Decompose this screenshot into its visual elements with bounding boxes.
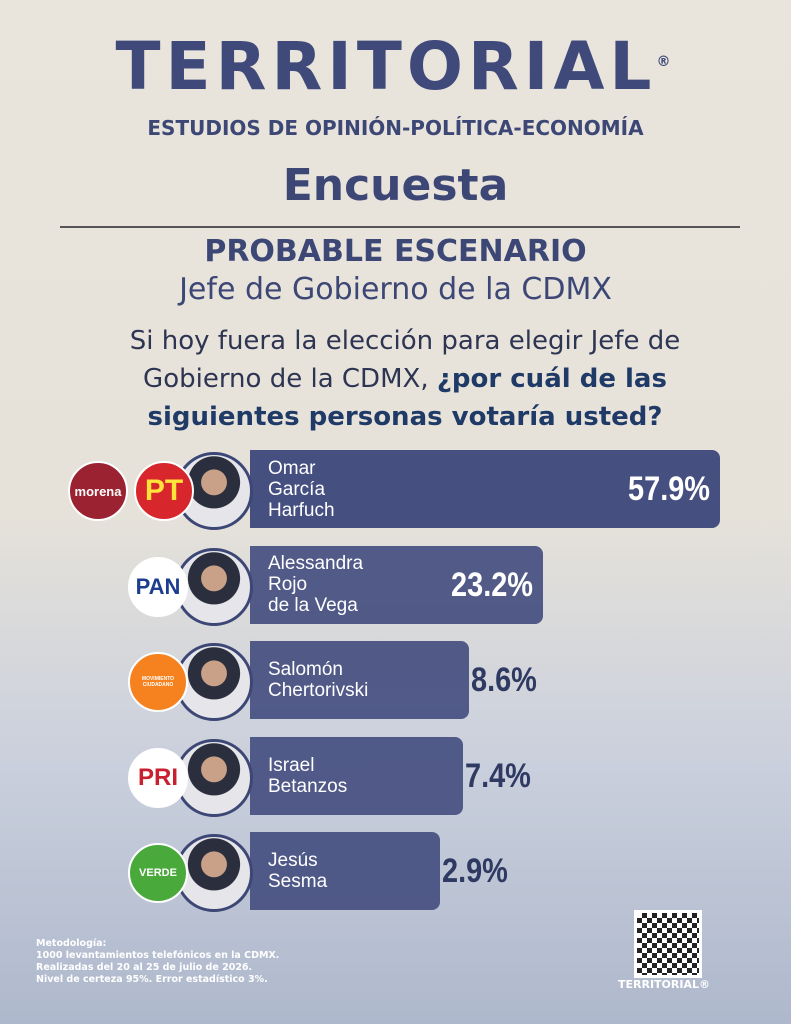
value-label: 7.4% [464,756,531,795]
methodology-line: Nivel de certeza 95%. Error estadístico … [36,974,268,985]
candidate-photo [175,738,253,817]
question: Si hoy fuera la elección para elegir Jef… [70,322,740,436]
bar [250,450,721,528]
divider [60,226,740,228]
party-logo: PT [134,461,194,521]
brand: TERRITORIAL® [0,28,791,105]
tagline: ESTUDIOS DE OPINIÓN-POLÍTICA-ECONOMÍA [147,116,644,140]
value-label: 2.9% [441,852,508,890]
bar [250,832,440,910]
qr-brand: TERRITORIAL® [618,978,710,991]
candidate-name: Salomón Chertorivski [268,659,369,701]
bar [250,545,544,624]
methodology: Metodología: 1000 levantamientos telefón… [36,938,279,986]
party-logo: PRI [128,747,188,808]
party-logo: PAN [128,556,188,617]
bar [250,641,469,719]
question-text: Si hoy fuera la elección para elegir Jef… [129,326,681,394]
registered-mark: ® [656,54,676,70]
methodology-line: 1000 levantamientos telefónicos en la CD… [36,950,280,961]
value-label: 23.2% [451,565,534,604]
candidate-photo [175,643,253,721]
party-logo: morena [68,461,128,521]
office: Jefe de Gobierno de la CDMX [179,272,612,307]
bar [250,736,463,815]
methodology-title: Metodología: [36,938,107,949]
candidate-name: Jesús Sesma [268,850,328,892]
question-bold: ¿por cuál de las siguientes personas vot… [147,364,667,432]
value-label: 57.9% [628,470,711,508]
candidate-name: Israel Betanzos [268,754,348,797]
brand-text: TERRITORIAL [115,28,657,105]
scenario: PROBABLE ESCENARIO [204,234,587,269]
value-label: 8.6% [470,661,537,699]
candidate-name: Omar García Harfuch [268,457,335,521]
candidate-photo [175,834,253,912]
survey-title: Encuesta [282,160,509,211]
candidate-name: Alessandra Rojo de la Vega [268,553,364,616]
party-logo: MOVIMIENTO CIUDADANO [128,652,188,712]
party-logo: VERDE [128,843,188,903]
qr-code [634,910,702,978]
methodology-line: Realizadas del 20 al 25 de julio de 2026… [36,962,253,973]
